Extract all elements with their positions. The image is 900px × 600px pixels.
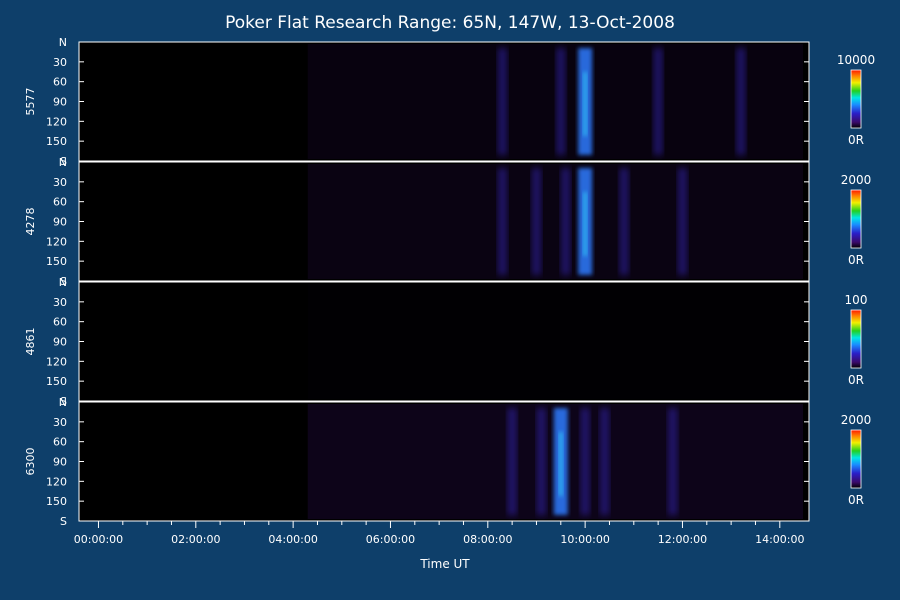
x-tick-label: 06:00:00 [366,533,415,546]
panel-4278: N 30 60 90 120 150 S 4278 2000 0R [24,156,871,288]
colorbar-max-label: 2000 [841,173,872,187]
aurora-band [536,408,546,515]
y-tick-label: 30 [53,176,67,189]
y-tick-label: 30 [53,416,67,429]
y-tick-label: 30 [53,56,67,69]
emission-region [307,164,803,279]
colorbar [850,189,862,249]
y-tick-label: 150 [46,375,67,388]
colorbar-max-label: 10000 [837,53,875,67]
colorbar-min-label: 0R [848,253,864,267]
aurora-band [580,408,590,515]
y-tick-label: 90 [53,336,67,349]
x-tick-label: 14:00:00 [755,533,804,546]
aurora-band [531,168,541,275]
y-tick-label: 120 [46,235,67,248]
aurora-peak-core [583,192,588,256]
aurora-band [497,48,507,155]
y-tick-label: 90 [53,216,67,229]
aurora-band [653,48,663,155]
aurora-band [561,168,571,275]
y-tick-label: N [59,396,67,409]
y-tick-label: S [60,155,67,168]
x-tick-label: 12:00:00 [658,533,707,546]
panels: N 30 60 90 120 150 S 5577 10000 0R N 30 60 90 120 150 S 4… [24,36,875,528]
panel-4861: N 30 60 90 120 150 S 4861 100 0R [24,276,867,408]
y-tick-label: 60 [53,196,67,209]
y-tick-label: 60 [53,436,67,449]
colorbar-min-label: 0R [848,493,864,507]
colorbar [850,309,862,369]
y-tick-label: 90 [53,96,67,109]
colorbar [850,429,862,489]
y-tick-label: 150 [46,255,67,268]
colorbar-max-label: 2000 [841,413,872,427]
channel-label: 4861 [24,328,37,356]
aurora-peak-core [558,432,563,496]
x-axis-label: Time UT [419,557,470,571]
y-tick-label: 60 [53,316,67,329]
y-tick-label: S [60,515,67,528]
y-tick-label: N [59,36,67,49]
channel-label: 6300 [24,448,37,476]
colorbar-min-label: 0R [848,373,864,387]
x-tick-label: 02:00:00 [171,533,220,546]
panel-6300: N 30 60 90 120 150 S 6300 2000 0R [24,396,871,528]
x-tick-label: 04:00:00 [268,533,317,546]
y-tick-label: 120 [46,115,67,128]
y-tick-label: 150 [46,495,67,508]
panel-background [79,402,809,521]
aurora-band [736,48,746,155]
y-tick-label: S [60,275,67,288]
chart-title: Poker Flat Research Range: 65N, 147W, 13… [225,13,675,33]
colorbar-min-label: 0R [848,133,864,147]
aurora-band [497,168,507,275]
panel-background [79,42,809,161]
colorbar-max-label: 100 [845,293,868,307]
aurora-band [619,168,629,275]
aurora-peak-core [583,72,588,136]
channel-label: 5577 [24,88,37,116]
y-tick-label: N [59,276,67,289]
panel-5577: N 30 60 90 120 150 S 5577 10000 0R [24,36,875,168]
y-tick-label: N [59,156,67,169]
y-tick-label: S [60,395,67,408]
emission-region [307,44,803,159]
x-tick-label: 08:00:00 [463,533,512,546]
panel-background [79,162,809,281]
y-tick-label: 90 [53,456,67,469]
x-tick-label: 10:00:00 [560,533,609,546]
y-tick-label: 150 [46,135,67,148]
y-tick-label: 60 [53,76,67,89]
panel-background [79,282,809,401]
channel-label: 4278 [24,208,37,236]
y-tick-label: 30 [53,296,67,309]
aurora-band [677,168,687,275]
aurora-band [556,48,566,155]
emission-region [308,284,803,399]
y-tick-label: 120 [46,475,67,488]
y-tick-label: 120 [46,355,67,368]
aurora-band [507,408,517,515]
colorbar [850,69,862,129]
x-axis: 00:00:00 02:00:00 04:00:00 06:00:00 08:00:00… [74,521,805,546]
aurora-band [600,408,610,515]
x-tick-label: 00:00:00 [74,533,123,546]
aurora-band [668,408,678,515]
